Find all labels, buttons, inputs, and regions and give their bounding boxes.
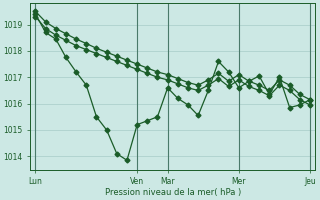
X-axis label: Pression niveau de la mer( hPa ): Pression niveau de la mer( hPa ) [105,188,241,197]
